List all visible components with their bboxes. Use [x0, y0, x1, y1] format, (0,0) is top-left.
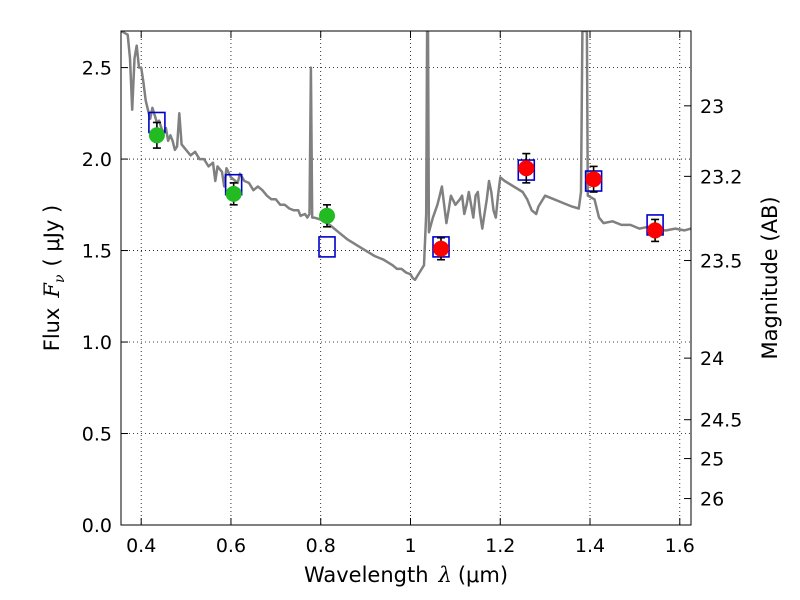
y2-axis-ticks: 23 23.2 23.5 24 24.5 25 26 [684, 96, 742, 511]
x-tick-label: 0.4 [126, 535, 156, 557]
y2-tick-label: 23 [700, 96, 724, 118]
x-axis-ticks: 0.4 0.6 0.8 1 1.2 1.4 1.6 [126, 31, 695, 557]
observed-point [585, 171, 602, 188]
y2-axis-label: Magnitude (AB) [758, 196, 782, 359]
y-tick-label: 1.5 [82, 241, 112, 263]
observed-point [433, 240, 450, 257]
x-tick-label: 1.2 [485, 535, 515, 557]
x-axis-label: Wavelength λ (μm) [304, 563, 508, 587]
observed-points-group [148, 127, 664, 257]
plot-frame [120, 30, 692, 526]
observed-point [319, 207, 336, 224]
x-tick-label: 0.8 [306, 535, 336, 557]
y-tick-label: 2.0 [82, 149, 112, 171]
y-axis-ticks: 0.0 0.5 1.0 1.5 2.0 2.5 [82, 58, 128, 537]
y2-tick-label: 24 [700, 348, 724, 370]
plot-area [121, 31, 691, 282]
y-tick-label: 0.5 [82, 424, 112, 446]
y-axis-label: FluxFν( μJy ) [40, 205, 68, 351]
x-tick-label: 1.4 [575, 535, 605, 557]
observed-point [225, 185, 242, 202]
y2-tick-label: 25 [700, 449, 724, 471]
y2-tick-label: 24.5 [700, 410, 742, 432]
model-box-point [318, 236, 336, 258]
x-tick-label: 1 [404, 535, 416, 557]
y2-tick-label: 23.2 [700, 166, 742, 188]
y-tick-label: 2.5 [82, 58, 112, 80]
model-spectrum-line [121, 31, 691, 282]
y-tick-label: 0.0 [82, 515, 112, 537]
y2-tick-label: 23.5 [700, 251, 742, 273]
y-tick-label: 1.0 [82, 332, 112, 354]
x-tick-label: 1.6 [665, 535, 695, 557]
observed-point [518, 160, 535, 177]
x-tick-label: 0.6 [216, 535, 246, 557]
observed-point [647, 222, 664, 239]
observed-point [148, 127, 165, 144]
y2-tick-label: 26 [700, 489, 724, 511]
